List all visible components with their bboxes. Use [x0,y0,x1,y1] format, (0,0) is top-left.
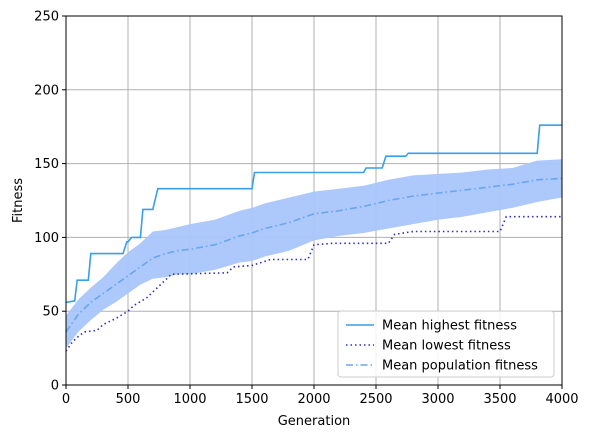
y-tick-label: 50 [42,305,59,320]
legend-label: Mean population fitness [382,359,538,374]
legend-box [337,310,555,378]
x-tick-label: 4000 [545,392,578,407]
x-tick-label: 500 [116,392,141,407]
x-tick-label: 2000 [297,392,330,407]
legend-label: Mean lowest fitness [382,339,511,354]
series-lines [65,124,563,352]
population-fitness-band [66,159,562,349]
y-tick-label: 0 [51,379,59,394]
population-band [66,159,562,349]
series-line-2 [65,177,563,333]
y-tick-label: 100 [34,231,59,246]
x-tick-label: 3000 [421,392,454,407]
y-tick-label: 200 [34,83,59,98]
x-tick-label: 1000 [173,392,206,407]
y-tick-label: 150 [34,157,59,172]
axis-ticks: 0 500 1000 1500 2000 2500 3000 3500 4000 0 50 100 15… [34,10,578,408]
legend-label: Mean highest fitness [382,319,517,334]
legend: Mean highest fitness Mean lowest fitness M… [337,310,555,378]
x-axis-title: Generation [278,414,351,429]
y-axis-title: Fitness [11,178,26,223]
series-line-0 [65,124,562,304]
x-tick-label: 3500 [483,392,516,407]
y-tick-label: 250 [34,10,59,25]
x-tick-label: 0 [62,392,70,407]
series-line-1 [65,215,562,352]
x-tick-label: 1500 [235,392,268,407]
x-tick-label: 2500 [359,392,392,407]
